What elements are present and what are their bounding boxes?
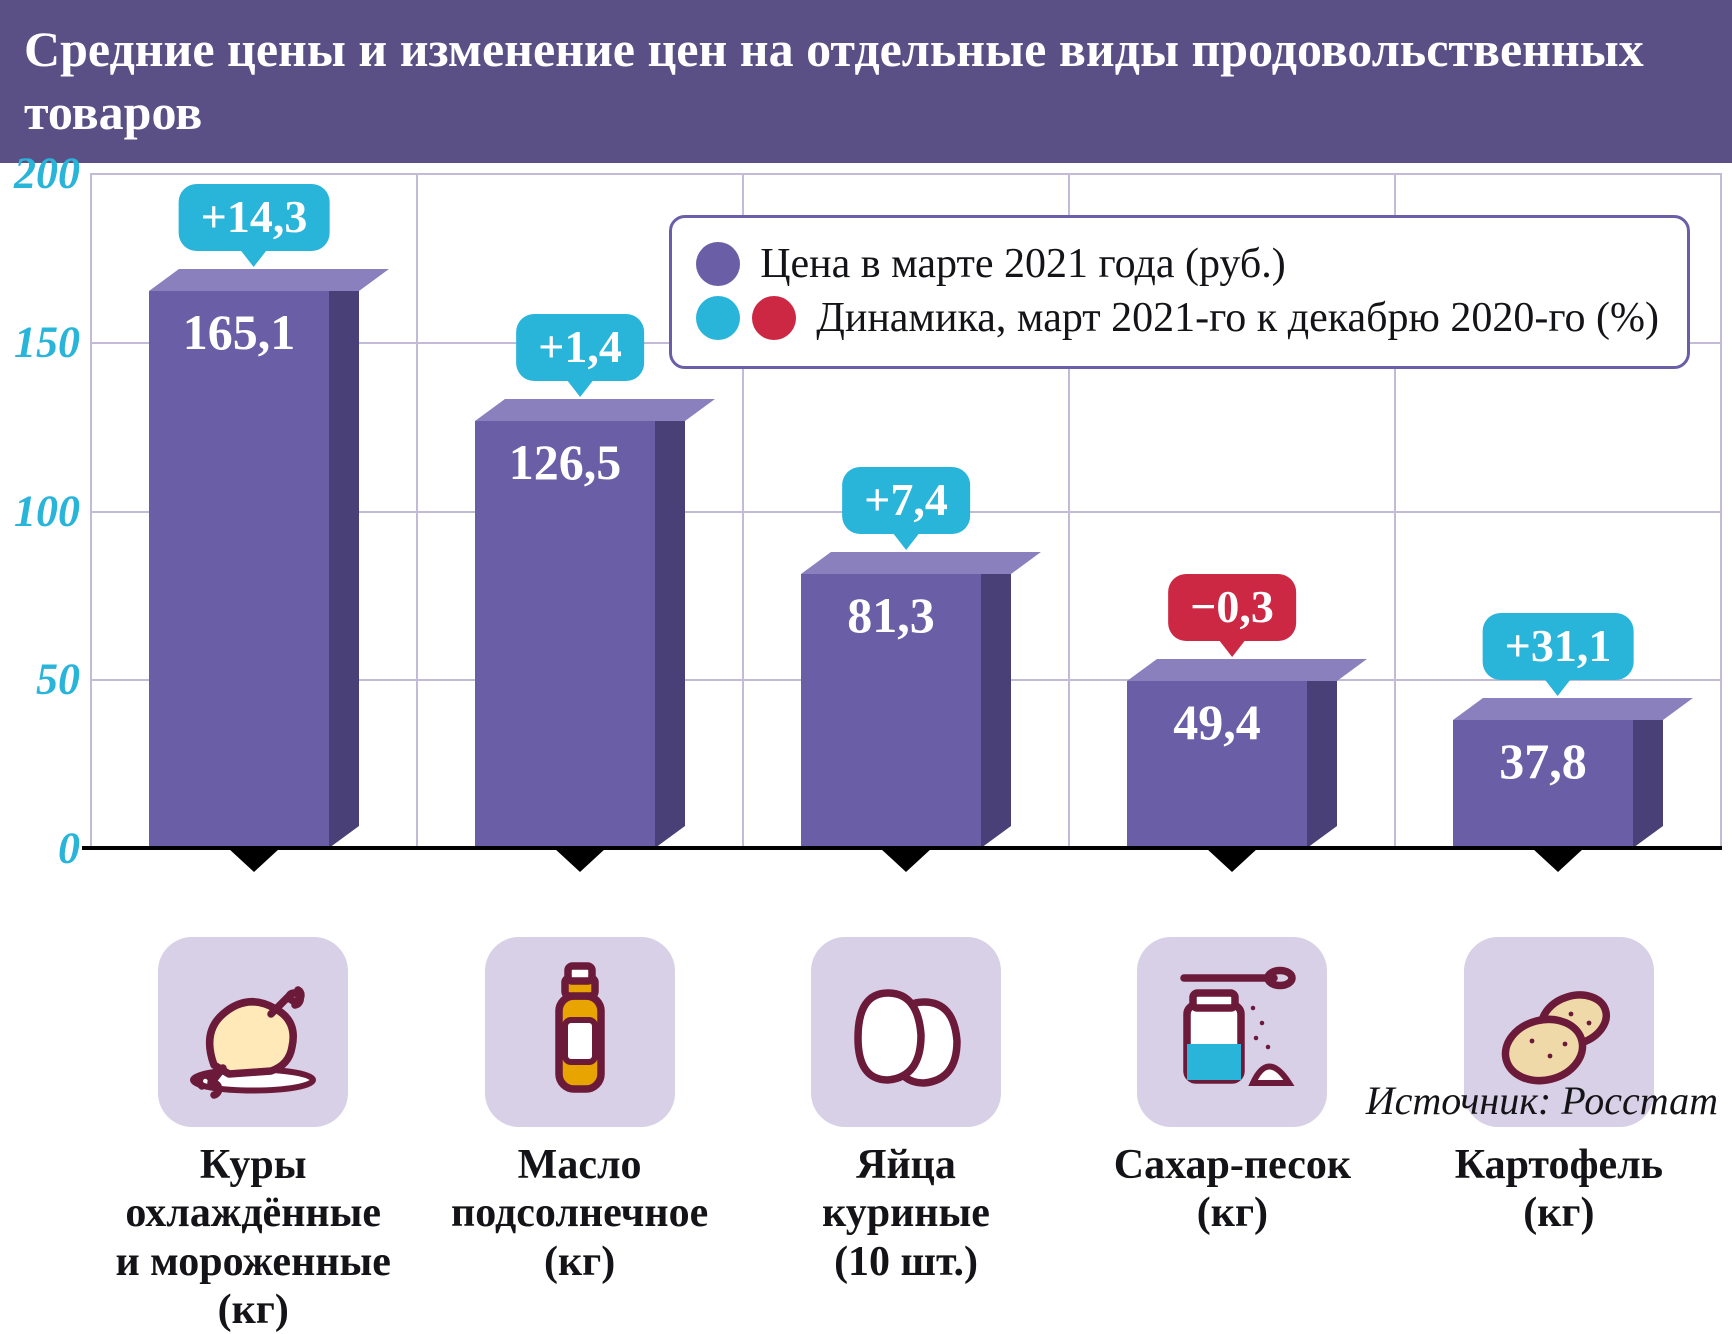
bar-face: 165,1 [149, 291, 329, 848]
pointer-down-icon [228, 848, 280, 872]
bar-top [149, 269, 389, 291]
bar-face: 37,8 [1453, 720, 1633, 848]
chart-baseline [82, 846, 1722, 850]
bar-value: 81,3 [801, 586, 981, 644]
chicken-icon [158, 937, 348, 1127]
legend-row-change: Динамика, март 2021-го к декабрю 2020-го… [696, 294, 1659, 342]
bar-face: 81,3 [801, 574, 981, 848]
chart-column: 165,1 +14,3 [90, 173, 418, 848]
bar-value: 126,5 [475, 433, 655, 491]
bar-top [1127, 659, 1367, 681]
change-badge: +14,3 [179, 184, 330, 251]
y-tick: 200 [14, 148, 90, 199]
y-tick: 150 [14, 316, 90, 367]
page-title: Средние цены и изменение цен на отдельны… [24, 18, 1708, 143]
icon-cell [1069, 937, 1395, 1127]
bar-top [801, 552, 1041, 574]
change-badge: +1,4 [516, 314, 644, 381]
legend-label-change: Динамика, март 2021-го к декабрю 2020-го… [816, 294, 1659, 342]
legend-swatch-purple [696, 242, 740, 286]
eggs-icon [811, 937, 1001, 1127]
bar-side [329, 269, 359, 848]
bar-value: 49,4 [1127, 693, 1307, 751]
y-tick: 0 [58, 823, 90, 874]
legend: Цена в марте 2021 года (руб.) Динамика, … [669, 215, 1690, 369]
change-badge: +7,4 [842, 467, 970, 534]
bar-face: 49,4 [1127, 681, 1307, 848]
legend-swatch-red [752, 296, 796, 340]
source-text: Источник: Росстат [1366, 1077, 1718, 1124]
chart-plot: 165,1 +14,3 126,5 +1,4 81,3 +7,4 49,4 −0,3 37,8 +… [90, 173, 1722, 848]
bar: 49,4 [1127, 681, 1337, 848]
icon-cell [416, 937, 742, 1127]
category-label: Курыохлаждённыеи мороженные (кг) [90, 1141, 416, 1334]
labels-row: Курыохлаждённыеи мороженные (кг)Маслопод… [90, 1141, 1722, 1334]
bar: 126,5 [475, 421, 685, 848]
icon-cell [90, 937, 416, 1127]
category-label: Картофель(кг) [1396, 1141, 1722, 1334]
bar-value: 165,1 [149, 303, 329, 361]
header: Средние цены и изменение цен на отдельны… [0, 0, 1732, 163]
legend-swatch-blue [696, 296, 740, 340]
legend-label-price: Цена в марте 2021 года (руб.) [760, 240, 1286, 288]
category-label: Яйцакуриные(10 шт.) [743, 1141, 1069, 1334]
pointer-down-icon [1532, 848, 1584, 872]
bar-face: 126,5 [475, 421, 655, 848]
bar-value: 37,8 [1453, 732, 1633, 790]
sugar-icon [1137, 937, 1327, 1127]
legend-row-price: Цена в марте 2021 года (руб.) [696, 240, 1659, 288]
bar-side [1307, 659, 1337, 848]
pointer-down-icon [1206, 848, 1258, 872]
icon-cell [743, 937, 1069, 1127]
chart-area: 165,1 +14,3 126,5 +1,4 81,3 +7,4 49,4 −0,3 37,8 +… [0, 163, 1732, 903]
category-label: Маслоподсолнечное(кг) [416, 1141, 742, 1334]
oil-icon [485, 937, 675, 1127]
bar-top [475, 399, 715, 421]
legend-swatches-change [696, 296, 796, 340]
pointer-down-icon [554, 848, 606, 872]
change-badge: −0,3 [1168, 574, 1296, 641]
bar-top [1453, 698, 1693, 720]
bar-side [655, 399, 685, 848]
y-tick: 100 [14, 485, 90, 536]
change-badge: +31,1 [1483, 613, 1634, 680]
bar: 165,1 [149, 291, 359, 848]
pointer-down-icon [880, 848, 932, 872]
bar: 81,3 [801, 574, 1011, 848]
category-label: Сахар-песок(кг) [1069, 1141, 1395, 1334]
bar: 37,8 [1453, 720, 1663, 848]
bar-side [1633, 698, 1663, 848]
bar-side [981, 552, 1011, 848]
y-tick: 50 [36, 654, 90, 705]
